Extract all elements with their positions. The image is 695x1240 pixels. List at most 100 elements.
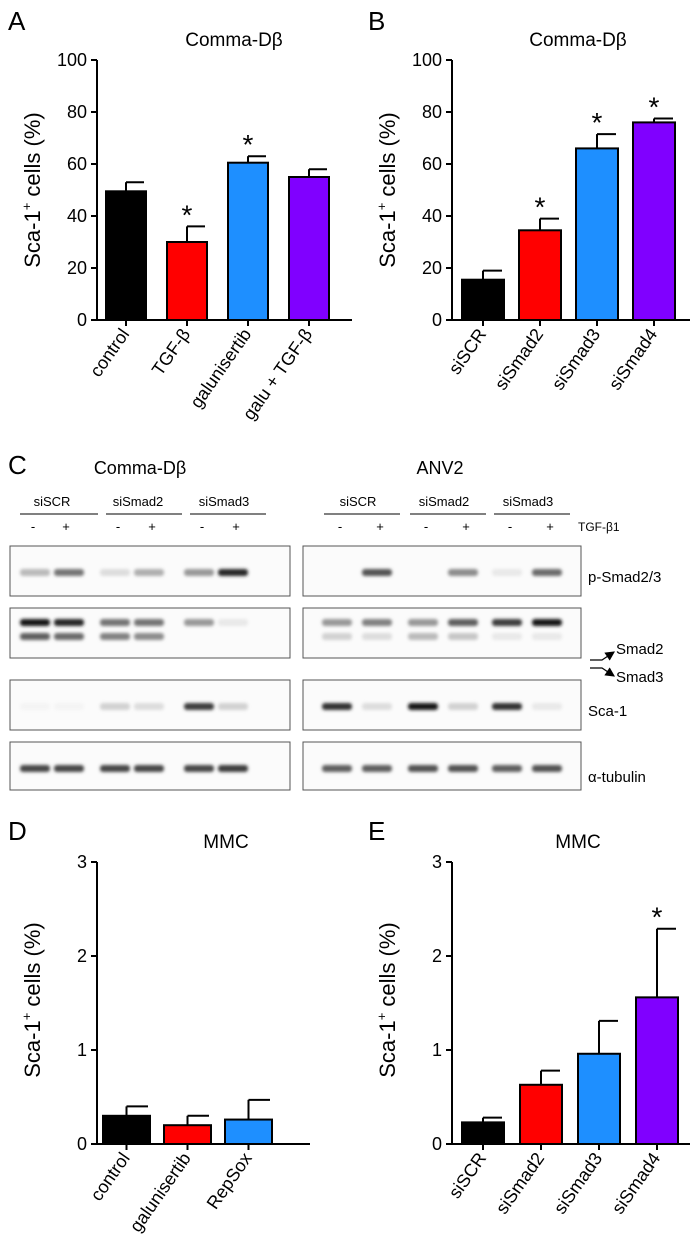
y-tick-label: 40 [422,206,442,226]
row-label-psmad: p-Smad2/3 [588,569,661,586]
y-axis-label: Sca-1+ cells (%) [19,922,45,1078]
x-tick-label: TGF-β [148,325,194,379]
blot-band [448,619,478,626]
x-tick-label: siSmad4 [605,325,662,394]
plus-sign: + [462,519,470,534]
blot-left-title: Comma-Dβ [94,458,186,478]
blot-group-right-1: siSCR [340,494,377,509]
y-tick-label: 40 [67,206,87,226]
chart-title: Comma-Dβ [529,30,627,51]
blot-band [20,619,50,626]
chart-d: MMC Sca-1+ cells (%) 0 1 2 3 controlgalunisert… [19,832,310,1236]
y-tick-label: 80 [67,102,87,122]
blot-band [408,703,438,710]
bar-tgf- [166,241,208,321]
y-tick-label: 0 [77,310,87,330]
blot-band [100,633,130,640]
y-tick-label: 0 [432,1134,442,1154]
blot-group-right-2: siSmad2 [419,494,470,509]
smad3-arrow [590,667,615,677]
blot-band [492,633,522,640]
bar-repsox [224,1118,273,1146]
chart-a: Comma-Dβ Sca-1+ cells (%) 0 20 40 60 80 100 cont… [19,30,352,424]
blot-band [448,569,478,576]
blot-band [184,619,214,626]
y-tick-label: 20 [67,258,87,278]
x-tick-label: RepSox [203,1149,256,1213]
minus-sign: - [200,519,204,534]
bar-control [105,190,147,321]
x-tick-label: siSmad3 [550,1149,607,1218]
treatment-signs: - + - + - + - + - + - + [31,519,554,534]
y-axis-label: Sca-1+ cells (%) [374,922,400,1078]
x-tick-label: siSmad4 [608,1149,665,1218]
blot-band [408,633,438,640]
blot-band [322,619,352,626]
significance-star: * [535,192,546,223]
blot-band [532,569,562,576]
y-tick-label: 3 [77,852,87,872]
x-tick-label: galunisertib [186,325,255,412]
blot-band [532,619,562,626]
minus-sign: - [338,519,342,534]
bar-galu-tgf- [288,176,330,321]
blot-band [362,619,392,626]
blot-band [408,765,438,772]
chart-title: MMC [203,832,248,853]
smad2-arrow [590,651,615,661]
bar-sismad4 [632,121,676,322]
treatment-label: TGF-β1 [578,520,620,534]
plus-sign: + [376,519,384,534]
blot-band [492,569,522,576]
x-tick-label: siSCR [445,325,491,378]
bar-sismad4 [635,996,679,1145]
bar-siscr [461,278,505,322]
blot-band [54,703,84,710]
y-tick-label: 3 [432,852,442,872]
blot-band [54,569,84,576]
blot-band [362,569,392,576]
blot-band [20,569,50,576]
panel-letter-e: E [368,816,385,846]
y-tick-label: 1 [77,1040,87,1060]
plus-sign: + [148,519,156,534]
blot-band [184,765,214,772]
y-tick-label: 80 [422,102,442,122]
y-tick-label: 100 [412,50,442,70]
smad3-label: Smad3 [616,669,664,686]
blot-band [322,765,352,772]
blot-group-right-3: siSmad3 [503,494,554,509]
y-tick-label: 60 [67,154,87,174]
blot-band [362,703,392,710]
blot-band [134,633,164,640]
chart-title: MMC [555,832,600,853]
blot-band [54,765,84,772]
minus-sign: - [31,519,35,534]
smad2-label: Smad2 [616,641,664,658]
significance-star: * [592,107,603,138]
row-label-sca1: Sca-1 [588,703,627,720]
bar-sismad3 [577,1052,621,1146]
blot-band [184,569,214,576]
blot-band [322,633,352,640]
blot-band [532,703,562,710]
y-tick-label: 2 [432,946,442,966]
panel-letter-c: C [8,450,27,480]
x-tick-label: siSmad2 [491,325,548,394]
blot-band [54,619,84,626]
western-blot-panel: Comma-Dβ ANV2 siSCR siSmad2 siSmad3 siSC… [9,458,664,791]
blot-band [218,703,248,710]
panel-letter-b: B [368,6,385,36]
blot-membranes [9,545,582,791]
blot-band [134,765,164,772]
panel-letter-a: A [8,6,26,36]
significance-star: * [649,92,660,123]
x-tick-label: siSmad2 [492,1149,549,1218]
x-tick-label: siSmad3 [548,325,605,394]
y-tick-label: 100 [57,50,87,70]
chart-title: Comma-Dβ [185,30,283,51]
blot-band [448,703,478,710]
blot-band [20,765,50,772]
minus-sign: - [508,519,512,534]
